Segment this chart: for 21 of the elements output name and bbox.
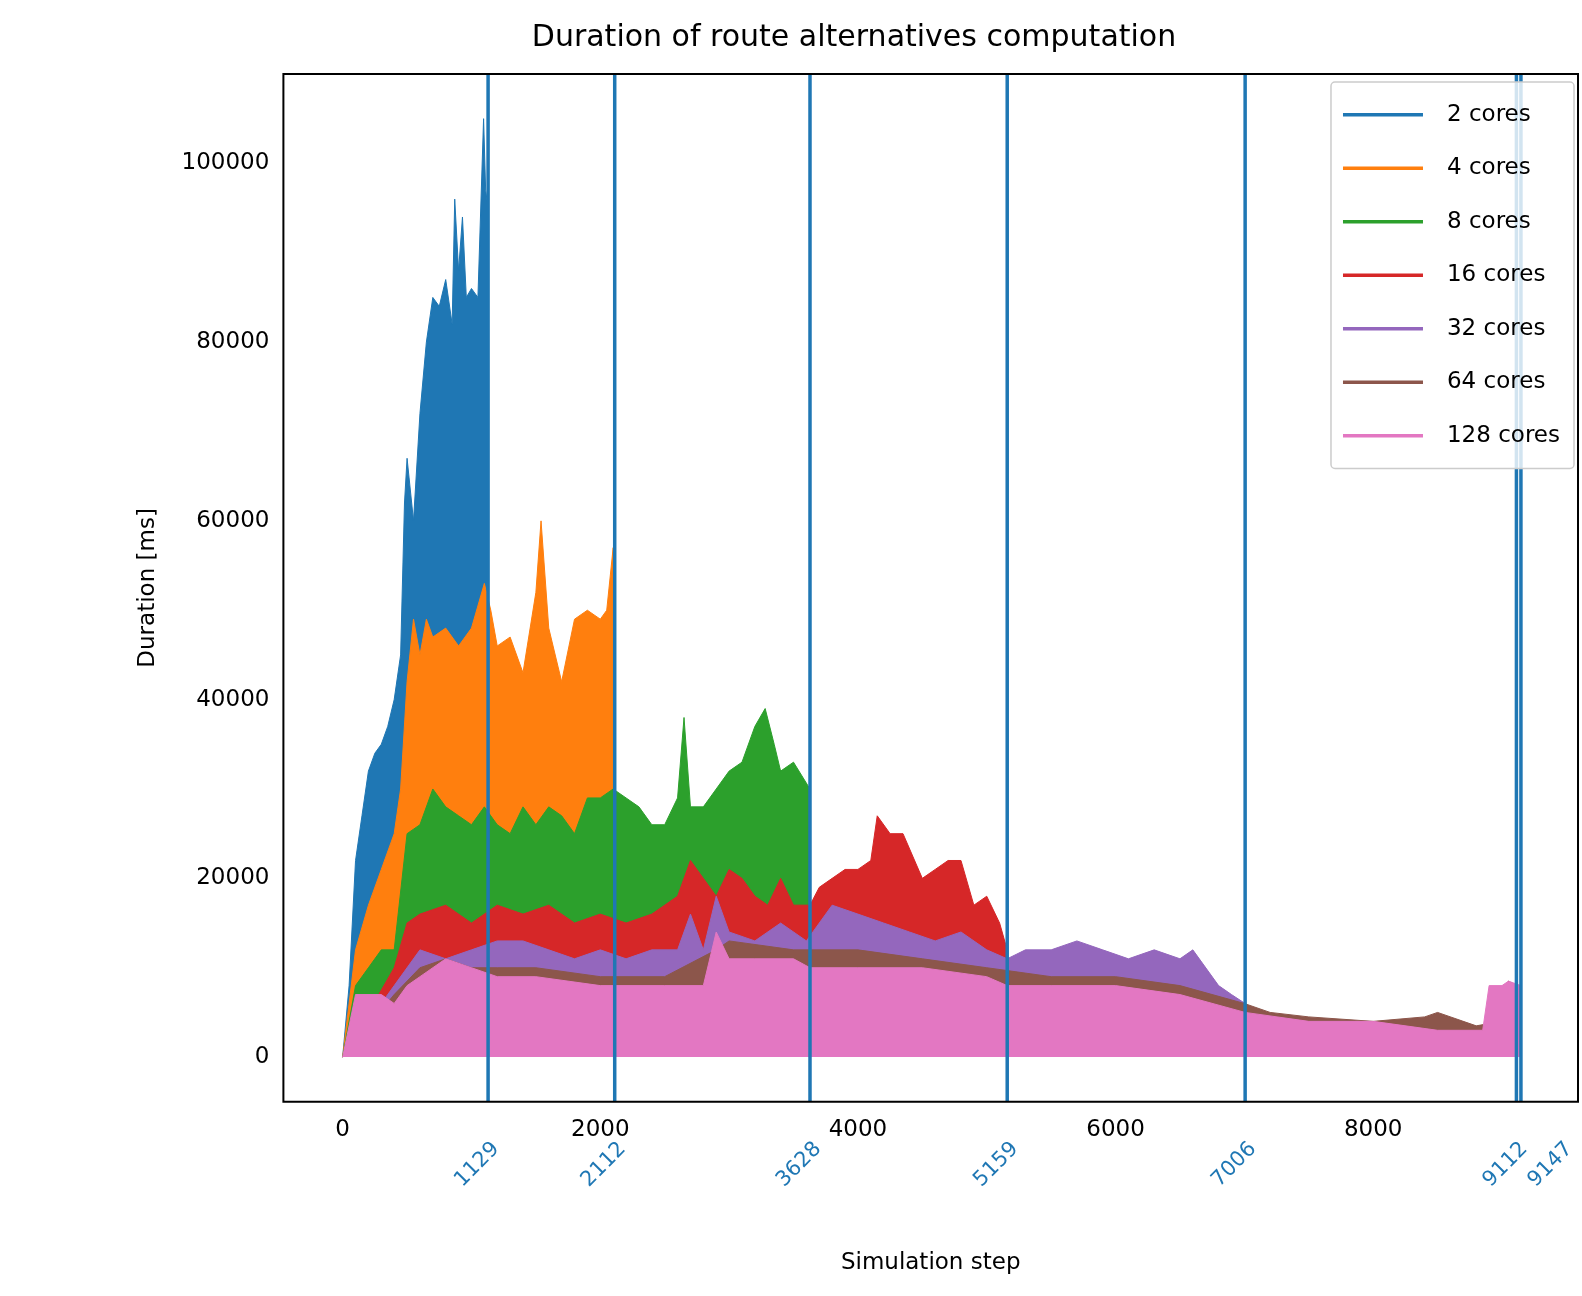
legend-label: 4 cores bbox=[1446, 153, 1531, 180]
chart-title: Duration of route alternatives computation bbox=[531, 17, 1177, 53]
y-tick-label: 100000 bbox=[181, 148, 270, 175]
x-tick-label: 0 bbox=[335, 1114, 350, 1141]
y-tick-label: 20000 bbox=[196, 863, 270, 890]
legend-label: 32 cores bbox=[1446, 313, 1546, 340]
legend-label: 16 cores bbox=[1446, 260, 1546, 287]
legend-label: 64 cores bbox=[1446, 367, 1546, 394]
x-tick-label: 2000 bbox=[571, 1114, 630, 1141]
x-tick-label: 6000 bbox=[1086, 1114, 1145, 1141]
y-axis-title: Duration [ms] bbox=[132, 508, 159, 668]
legend-label: 8 cores bbox=[1446, 206, 1531, 233]
y-tick-label: 80000 bbox=[196, 327, 270, 354]
y-tick-label: 0 bbox=[254, 1042, 270, 1069]
y-tick-label: 40000 bbox=[196, 684, 270, 711]
legend-label: 128 cores bbox=[1446, 420, 1560, 447]
legend-label: 2 cores bbox=[1446, 99, 1531, 126]
x-axis-title: Simulation step bbox=[840, 1248, 1021, 1275]
x-tick-label: 4000 bbox=[828, 1114, 888, 1141]
y-tick-label: 60000 bbox=[196, 505, 270, 532]
x-tick-label: 8000 bbox=[1343, 1114, 1403, 1141]
